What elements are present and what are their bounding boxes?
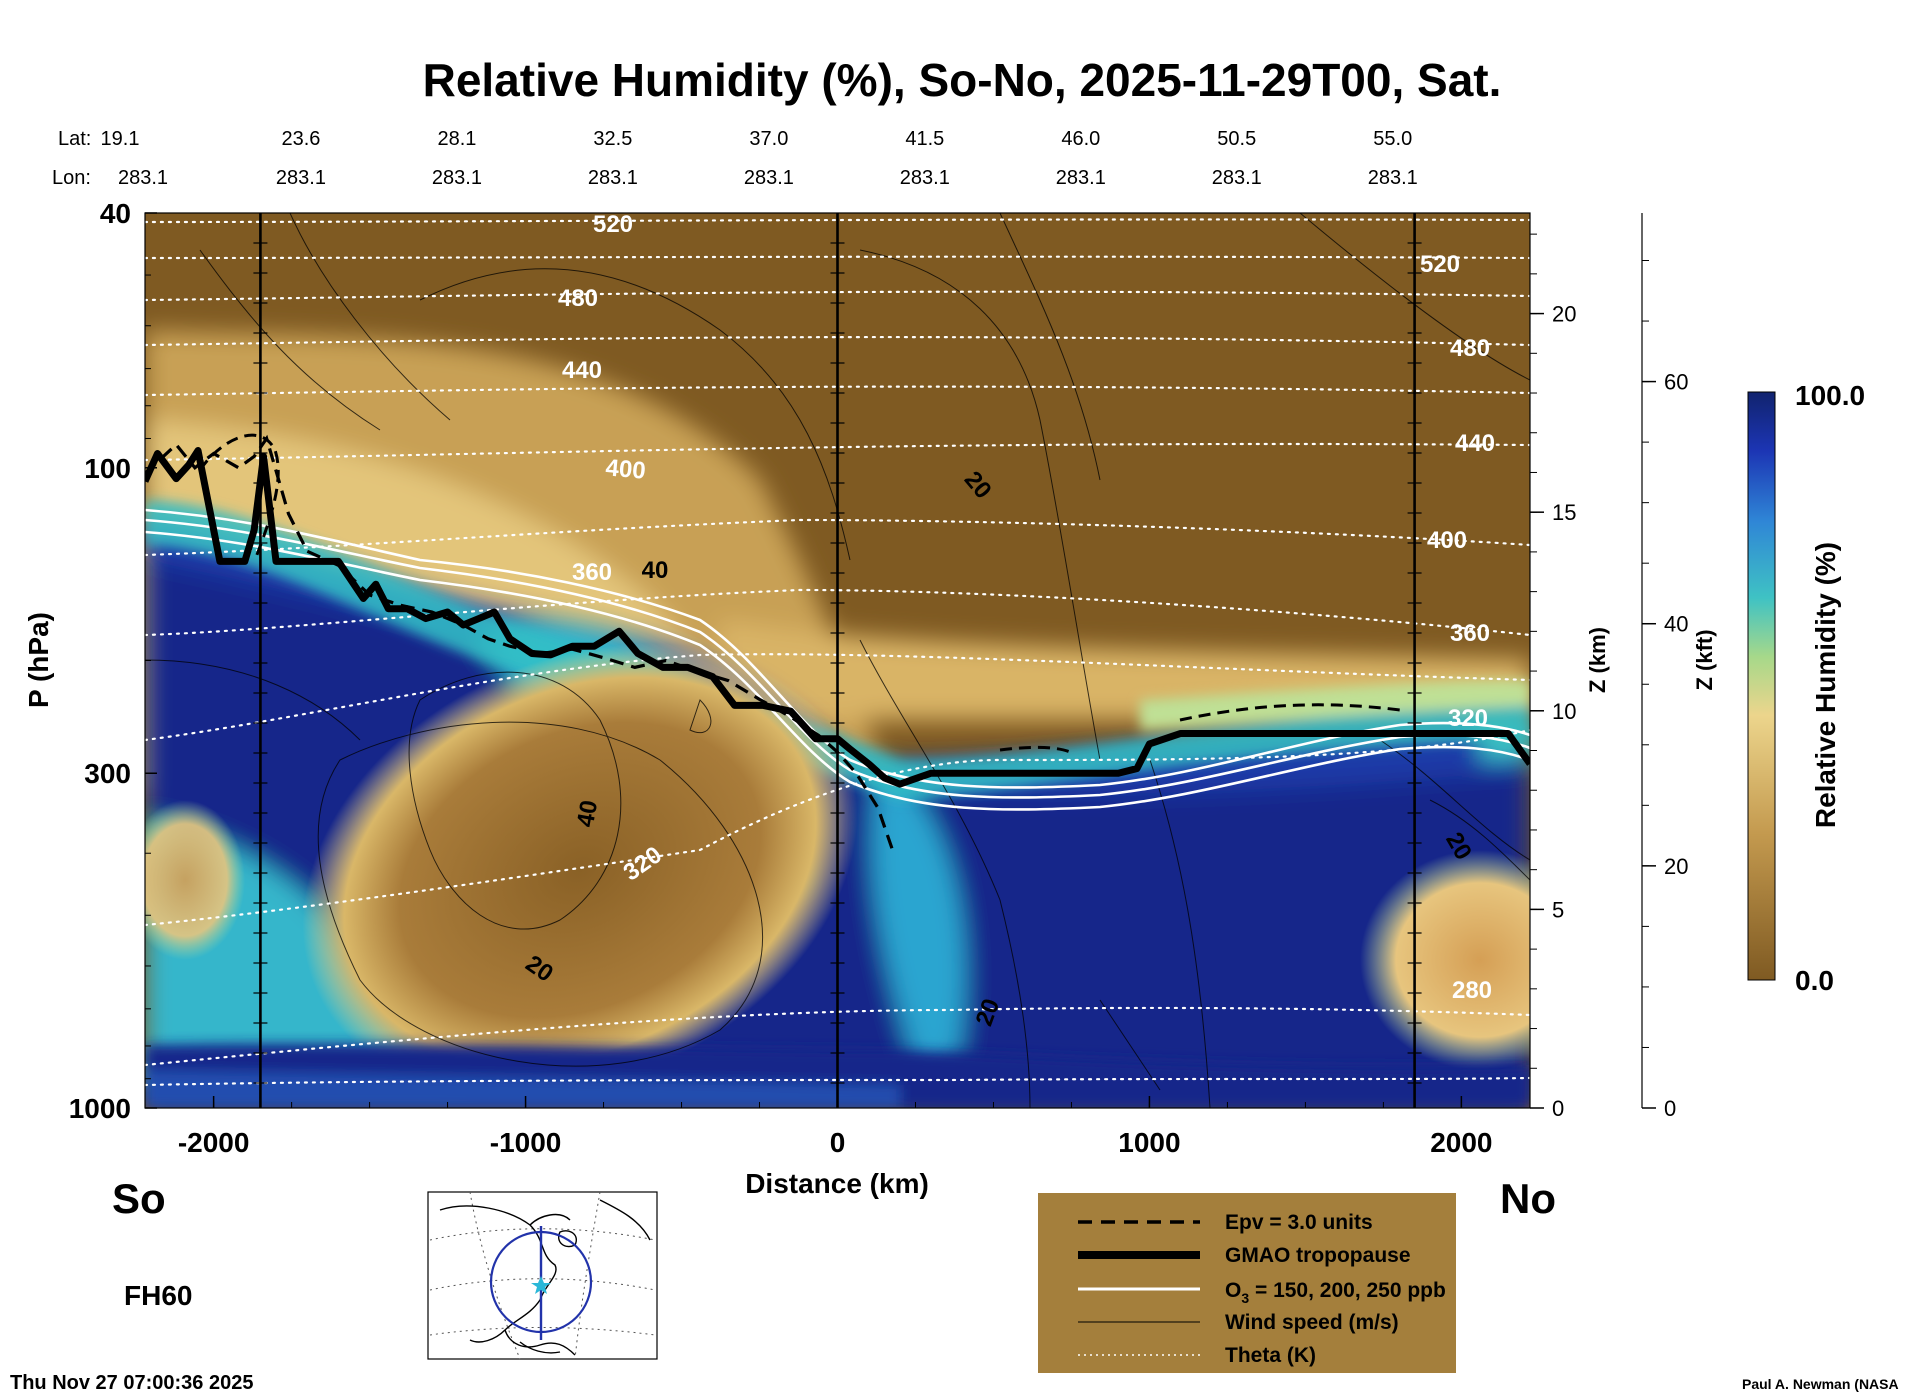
- colorbar-max-label: 100.0: [1795, 380, 1865, 411]
- rh-field: [145, 213, 1530, 1108]
- forecast-hour: FH60: [124, 1280, 192, 1311]
- x-tick-label: 2000: [1430, 1127, 1492, 1158]
- z-km-tick-label: 15: [1552, 500, 1576, 525]
- z-km-axis: 0 5 10 15 20: [1530, 233, 1576, 1121]
- z-km-tick-label: 0: [1552, 1096, 1564, 1121]
- lon-label: Lon:: [52, 167, 91, 189]
- credit: Paul A. Newman (NASA: [1742, 1376, 1899, 1392]
- z-kft-tick-label: 20: [1664, 854, 1688, 879]
- lon-value: 283.1: [1368, 167, 1418, 189]
- lat-value: 46.0: [1061, 128, 1100, 150]
- lon-value: 283.1: [276, 167, 326, 189]
- lat-label: Lat:: [58, 128, 91, 150]
- lon-value: 283.1: [118, 167, 168, 189]
- legend-theta: Theta (K): [1225, 1344, 1316, 1367]
- lat-value: 32.5: [593, 128, 632, 150]
- theta-label: 360: [1450, 620, 1490, 647]
- theta-label: 480: [1450, 335, 1490, 362]
- x-tick-label: -2000: [178, 1127, 250, 1158]
- theta-label: 520: [1420, 251, 1460, 278]
- locator-map: [427, 1191, 658, 1360]
- x-tick-label: -1000: [490, 1127, 562, 1158]
- y-tick-label: 300: [84, 758, 131, 789]
- tropopause-line: [145, 447, 1530, 788]
- lat-value: 50.5: [1217, 128, 1256, 150]
- lon-value: 283.1: [744, 167, 794, 189]
- lat-lon-labels: 19.1 23.6 28.1 32.5 37.0 41.5 46.0 50.5 55.0 283.…: [101, 128, 1418, 189]
- lat-value: 37.0: [749, 128, 788, 150]
- lon-value: 283.1: [588, 167, 638, 189]
- z-kft-axis: 0 20 40 60: [1641, 213, 1688, 1121]
- lat-value: 19.1: [101, 128, 140, 150]
- lon-value: 283.1: [900, 167, 950, 189]
- contour-labels: 5204804404003603202805204804404003603202…: [521, 211, 1495, 1030]
- z-km-tick-label: 5: [1552, 897, 1564, 922]
- z-kft-tick-label: 60: [1664, 370, 1688, 395]
- colorbar-min-label: 0.0: [1795, 965, 1834, 996]
- x-tick-label: 1000: [1118, 1127, 1180, 1158]
- y-axis: 40 100 300 1000: [69, 198, 157, 1124]
- chart-title: Relative Humidity (%), So-No, 2025-11-29…: [423, 54, 1502, 106]
- theta-label: 280: [1452, 977, 1492, 1004]
- y-tick-label: 1000: [69, 1093, 131, 1124]
- wind-speed-label: 40: [572, 798, 603, 829]
- legend: Epv = 3.0 units GMAO tropopause O3 = 150…: [1038, 1193, 1456, 1373]
- theta-label: 520: [593, 211, 633, 238]
- timestamp: Thu Nov 27 07:00:36 2025: [10, 1372, 253, 1394]
- z-km-tick-label: 10: [1552, 699, 1576, 724]
- legend-tropopause: GMAO tropopause: [1225, 1244, 1411, 1267]
- lat-value: 55.0: [1373, 128, 1412, 150]
- colorbar-label: Relative Humidity (%): [1810, 542, 1841, 828]
- south-label: So: [112, 1175, 166, 1222]
- x-tick-label: 0: [830, 1127, 846, 1158]
- y-axis-label: P (hPa): [23, 612, 54, 708]
- legend-epv: Epv = 3.0 units: [1225, 1211, 1373, 1234]
- lon-value: 283.1: [1212, 167, 1262, 189]
- theta-label: 440: [1455, 430, 1495, 457]
- lon-value: 283.1: [1056, 167, 1106, 189]
- theta-label: 480: [558, 285, 598, 312]
- x-axis-label: Distance (km): [745, 1168, 929, 1199]
- z-km-label: Z (km): [1585, 627, 1610, 693]
- theta-label: 440: [562, 357, 602, 384]
- lat-value: 41.5: [905, 128, 944, 150]
- theta-label: 400: [1427, 527, 1467, 554]
- north-label: No: [1500, 1175, 1556, 1222]
- z-km-tick-label: 20: [1552, 302, 1576, 327]
- vertical-markers: [253, 213, 1422, 1108]
- x-axis: -2000 -1000 0 1000 2000: [178, 1096, 1493, 1158]
- wind-speed-label: 40: [642, 557, 669, 584]
- z-kft-tick-label: 40: [1664, 612, 1688, 637]
- legend-wind: Wind speed (m/s): [1225, 1311, 1399, 1334]
- legend-ozone: O3 = 150, 200, 250 ppb: [1225, 1279, 1446, 1306]
- z-kft-tick-label: 0: [1664, 1096, 1676, 1121]
- colorbar: [1747, 391, 1776, 981]
- theta-label: 400: [605, 454, 647, 484]
- lat-value: 28.1: [437, 128, 476, 150]
- lat-value: 23.6: [281, 128, 320, 150]
- theta-label: 360: [572, 559, 612, 586]
- y-tick-label: 100: [84, 453, 131, 484]
- z-kft-label: Z (kft): [1692, 629, 1717, 690]
- lon-value: 283.1: [432, 167, 482, 189]
- y-tick-label: 40: [100, 198, 131, 229]
- theta-label: 320: [1448, 705, 1488, 732]
